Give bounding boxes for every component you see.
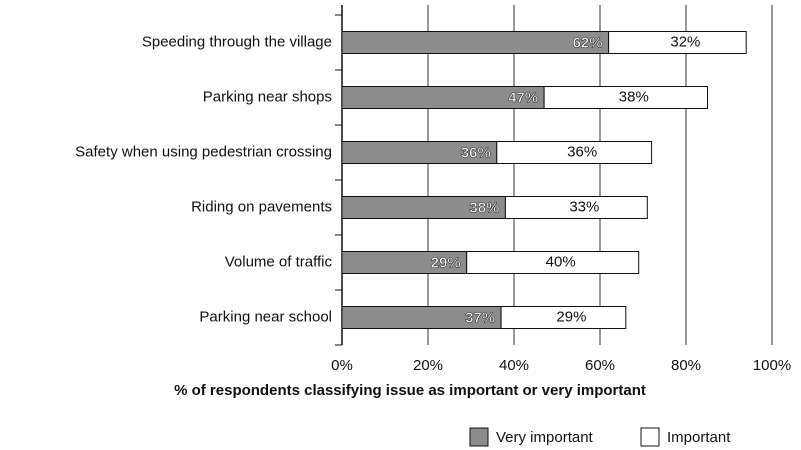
value-label: 29%	[556, 308, 586, 325]
bar-segment	[341, 31, 610, 54]
value-label: 40%	[546, 253, 576, 270]
value-label: 47%	[508, 89, 538, 106]
x-tick-label: 20%	[413, 357, 443, 374]
x-tick-label: 40%	[499, 357, 529, 374]
y-tick-label: Safety when using pedestrian crossing	[75, 143, 332, 160]
legend-label: Important	[667, 429, 731, 446]
value-label: 62%	[573, 34, 603, 51]
bar-segment	[496, 141, 653, 164]
y-tick-label: Volume of traffic	[225, 253, 333, 270]
bar-segment	[466, 251, 640, 274]
value-label: 32%	[670, 33, 700, 50]
y-tick-label: Parking near shops	[203, 88, 332, 105]
value-label: 36%	[461, 144, 491, 161]
bar-segment	[608, 31, 747, 54]
bar-segment	[543, 86, 708, 109]
value-label: 38%	[469, 199, 499, 216]
legend-swatch	[640, 427, 660, 447]
x-tick-label: 100%	[753, 357, 791, 374]
x-tick-label: 80%	[671, 357, 701, 374]
y-tick-label: Parking near school	[199, 308, 332, 325]
value-label: 33%	[569, 198, 599, 215]
legend-swatch	[469, 427, 489, 447]
x-axis-label: % of respondents classifying issue as im…	[174, 382, 646, 399]
value-label: 38%	[619, 88, 649, 105]
value-label: 36%	[567, 143, 597, 160]
bar-segment	[504, 196, 648, 219]
legend-label: Very important	[496, 429, 594, 446]
y-tick-label: Riding on pavements	[191, 198, 332, 215]
value-label: 29%	[431, 254, 461, 271]
value-label: 37%	[465, 309, 495, 326]
x-tick-label: 60%	[585, 357, 615, 374]
bar-segment	[500, 306, 627, 329]
x-tick-label: 0%	[331, 357, 353, 374]
y-tick-label: Speeding through the village	[142, 33, 332, 50]
